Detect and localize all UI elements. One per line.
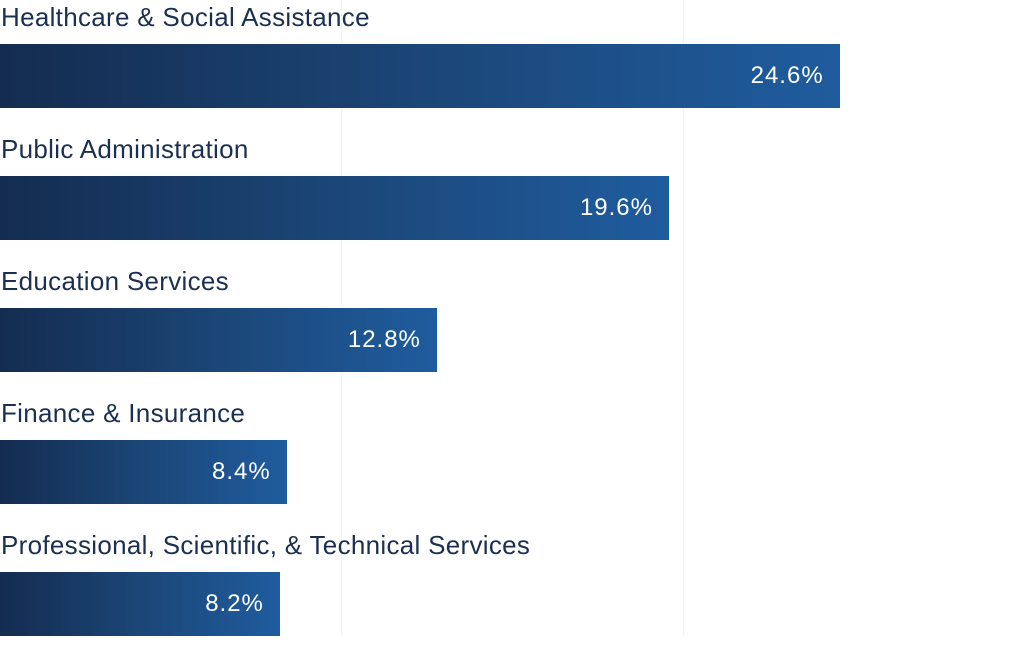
value-label: 12.8% — [347, 326, 421, 353]
gridline — [682, 0, 684, 636]
bar: 19.6% — [0, 176, 669, 240]
category-label: Public Administration — [1, 134, 249, 164]
value-label: 8.2% — [205, 590, 264, 617]
bar: 8.2% — [0, 572, 280, 636]
category-label: Education Services — [1, 266, 229, 296]
category-label: Finance & Insurance — [1, 398, 246, 428]
bar-row: Finance & Insurance 8.4% — [0, 396, 1024, 528]
value-label: 8.4% — [212, 458, 271, 485]
category-label: Healthcare & Social Assistance — [1, 2, 370, 32]
bar: 8.4% — [0, 440, 287, 504]
bar-row: Education Services 12.8% — [0, 264, 1024, 396]
bar: 12.8% — [0, 308, 437, 372]
value-label: 19.6% — [579, 194, 653, 221]
value-label: 24.6% — [750, 62, 824, 89]
bar-row: Professional, Scientific, & Technical Se… — [0, 528, 1024, 660]
bar: 24.6% — [0, 44, 840, 108]
bar-row: Healthcare & Social Assistance 24.6% — [0, 0, 1024, 132]
category-label: Professional, Scientific, & Technical Se… — [1, 530, 531, 560]
bar-row: Public Administration 19.6% — [0, 132, 1024, 264]
